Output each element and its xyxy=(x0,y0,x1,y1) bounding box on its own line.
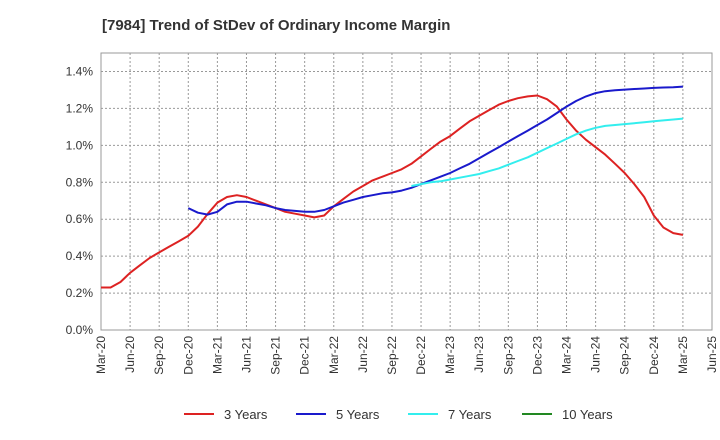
x-tick-label: Mar-21 xyxy=(210,336,224,374)
x-tick-label: Mar-25 xyxy=(676,336,690,374)
legend-label: 7 Years xyxy=(448,407,492,422)
x-tick-label: Jun-21 xyxy=(239,336,253,373)
x-tick-label: Dec-23 xyxy=(530,336,544,375)
x-tick-label: Sep-24 xyxy=(618,336,632,375)
y-tick-label: 0.6% xyxy=(66,212,94,226)
x-tick-label: Dec-22 xyxy=(414,336,428,375)
x-tick-label: Dec-21 xyxy=(298,336,312,375)
y-tick-label: 0.2% xyxy=(66,286,94,300)
y-tick-label: 1.4% xyxy=(66,64,94,78)
x-tick-label: Jun-20 xyxy=(123,336,137,373)
legend: 3 Years 5 Years 7 Years 10 Years xyxy=(184,407,613,422)
x-tick-label: Sep-20 xyxy=(152,336,166,375)
y-tick-label: 0.4% xyxy=(66,249,94,263)
series-lines xyxy=(101,85,684,289)
y-tick-label: 0.0% xyxy=(66,323,94,337)
legend-label: 10 Years xyxy=(562,407,613,422)
x-tick-label: Mar-24 xyxy=(560,336,574,374)
y-axis-ticks: 0.0% 0.2% 0.4% 0.6% 0.8% 1.0% 1.2% 1.4% xyxy=(66,64,94,337)
legend-label: 3 Years xyxy=(224,407,268,422)
chart-title: [7984] Trend of StDev of Ordinary Income… xyxy=(102,17,450,34)
x-tick-label: Mar-22 xyxy=(327,336,341,374)
x-tick-label: Mar-20 xyxy=(94,336,108,374)
x-tick-label: Dec-20 xyxy=(181,336,195,375)
x-tick-label: Sep-21 xyxy=(269,336,283,375)
x-tick-label: Mar-23 xyxy=(443,336,457,374)
x-tick-label: Jun-23 xyxy=(472,336,486,373)
series-line-5-years xyxy=(187,85,683,216)
x-tick-label: Dec-24 xyxy=(647,336,661,375)
y-tick-label: 0.8% xyxy=(66,175,94,189)
y-tick-label: 1.0% xyxy=(66,138,94,152)
legend-label: 5 Years xyxy=(336,407,380,422)
series-line-3-years xyxy=(101,94,684,289)
x-tick-label: Sep-23 xyxy=(501,336,515,375)
x-tick-label: Sep-22 xyxy=(385,336,399,375)
plot-area xyxy=(100,52,713,331)
x-tick-label: Jun-22 xyxy=(356,336,370,373)
series-line-7-years xyxy=(411,117,683,187)
y-tick-label: 1.2% xyxy=(66,101,94,115)
x-tick-label: Jun-24 xyxy=(589,336,603,373)
x-axis-ticks: Mar-20 Jun-20 Sep-20 Dec-20 Mar-21 Jun-21 Sep-… xyxy=(94,336,719,375)
x-tick-label: Jun-25 xyxy=(705,336,719,373)
